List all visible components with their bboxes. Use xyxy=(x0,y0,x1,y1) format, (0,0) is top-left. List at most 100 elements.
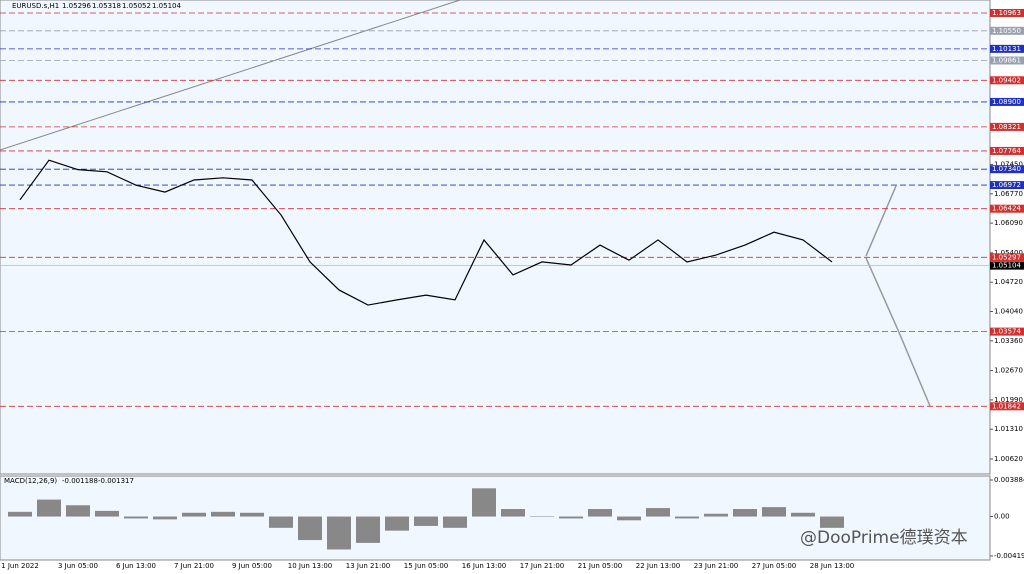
arrow xyxy=(865,257,931,407)
y-tick-label: 1.00620 xyxy=(994,455,1023,463)
x-tick-label: 1 Jun 2022 xyxy=(1,562,39,570)
level-tag xyxy=(990,97,1024,106)
level-tag xyxy=(990,122,1024,131)
level-label: 1.07764 xyxy=(992,147,1021,155)
macd-bar xyxy=(356,516,380,543)
price-pane xyxy=(0,0,991,475)
level-label: 1.05297 xyxy=(992,253,1021,261)
macd-bar xyxy=(588,509,612,517)
price-line xyxy=(19,159,833,306)
macd-bar xyxy=(327,516,351,550)
macd-bar xyxy=(820,516,844,528)
macd-bar xyxy=(762,507,786,517)
level-tag xyxy=(990,181,1024,190)
quote-value: 1.05296 xyxy=(62,2,91,10)
macd-bar xyxy=(182,512,206,517)
y-tick-label: 1.05400 xyxy=(994,249,1023,257)
x-tick-label: 3 Jun 05:00 xyxy=(58,562,98,570)
macd-bar xyxy=(443,516,467,528)
x-tick-label: 27 Jun 05:00 xyxy=(752,562,796,570)
level-label: 1.09861 xyxy=(992,57,1021,65)
macd-bar xyxy=(791,512,815,517)
y-tick-label: -0.004191 xyxy=(994,552,1024,560)
level-label: 1.08321 xyxy=(992,123,1021,131)
macd-bar xyxy=(530,516,554,518)
macd-bar xyxy=(66,505,90,517)
macd-bar xyxy=(472,488,496,517)
macd-bar xyxy=(37,499,61,517)
macd-bar xyxy=(124,516,148,519)
macd-bar xyxy=(414,516,438,526)
level-label: 1.07340 xyxy=(992,165,1021,173)
x-tick-label: 6 Jun 13:00 xyxy=(116,562,156,570)
level-tag xyxy=(990,76,1024,85)
level-label: 1.10963 xyxy=(992,9,1021,17)
level-label: 1.06424 xyxy=(992,205,1021,213)
symbol: EURUSD.s,H1 xyxy=(12,2,59,10)
y-tick-label: 1.03360 xyxy=(994,337,1023,345)
x-tick-label: 16 Jun 13:00 xyxy=(462,562,506,570)
level-label: 1.09402 xyxy=(992,76,1021,84)
macd-bar xyxy=(211,511,235,517)
level-label: 1.08900 xyxy=(992,98,1021,106)
y-tick-label: 0.003884 xyxy=(994,476,1024,484)
x-tick-label: 15 Jun 05:00 xyxy=(404,562,448,570)
y-tick-label: 1.02670 xyxy=(994,367,1023,375)
macd-bar xyxy=(646,508,670,517)
x-tick-label: 7 Jun 21:00 xyxy=(174,562,214,570)
x-tick-label: 21 Jun 05:00 xyxy=(578,562,622,570)
watermark: @DooPrime德璞资本 xyxy=(800,528,968,548)
x-tick-label: 28 Jun 13:00 xyxy=(810,562,854,570)
x-tick-label: 22 Jun 13:00 xyxy=(636,562,680,570)
arrow xyxy=(865,185,897,257)
x-tick-label: 13 Jun 21:00 xyxy=(346,562,390,570)
macd-bar xyxy=(559,516,583,519)
macd-bar xyxy=(8,511,32,517)
x-tick-label: 10 Jun 13:00 xyxy=(288,562,332,570)
y-tick-label: 1.01310 xyxy=(994,425,1023,433)
level-tag xyxy=(990,402,1024,411)
level-label: 1.06972 xyxy=(992,181,1021,189)
macd-bar xyxy=(617,516,641,521)
level-tag xyxy=(990,44,1024,53)
macd-bar xyxy=(501,509,525,517)
level-label: 1.03574 xyxy=(992,328,1021,336)
y-tick-label: 1.04720 xyxy=(994,278,1023,286)
y-tick-label: 1.01990 xyxy=(994,396,1023,404)
level-label: 1.05104 xyxy=(992,262,1021,270)
level-tag xyxy=(990,253,1024,262)
indicator-value: -0.001188 xyxy=(62,477,98,485)
macd-bar xyxy=(240,512,264,517)
level-tag xyxy=(990,204,1024,213)
y-tick-label: 1.07450 xyxy=(994,160,1023,168)
level-tag xyxy=(990,165,1024,174)
macd-title: MACD(12,26,9) xyxy=(4,477,57,485)
indicator-value: -0.001317 xyxy=(98,477,134,485)
macd-bar xyxy=(153,516,177,520)
y-tick-label: 1.06770 xyxy=(994,190,1023,198)
level-tag xyxy=(990,8,1024,17)
quote-value: 1.05318 xyxy=(92,2,121,10)
y-tick-label: 1.06090 xyxy=(994,219,1023,227)
level-tag xyxy=(990,56,1024,65)
macd-bar xyxy=(298,516,322,541)
level-tag xyxy=(990,327,1024,336)
macd-bar xyxy=(385,516,409,531)
macd-bar xyxy=(269,516,293,528)
macd-bar xyxy=(95,510,119,517)
quote-value: 1.05052 xyxy=(122,2,151,10)
macd-bar xyxy=(675,516,699,519)
x-tick-label: 17 Jun 21:00 xyxy=(520,562,564,570)
level-tag xyxy=(990,146,1024,155)
x-tick-label: 9 Jun 05:00 xyxy=(232,562,272,570)
x-tick-label: 23 Jun 21:00 xyxy=(694,562,738,570)
y-tick-label: 0.00 xyxy=(994,513,1010,521)
macd-bar xyxy=(733,509,757,517)
macd-bar xyxy=(704,513,728,517)
level-tag xyxy=(990,261,1024,270)
level-tag xyxy=(990,26,1024,35)
trend-line xyxy=(0,0,461,151)
level-label: 1.10550 xyxy=(992,27,1021,35)
